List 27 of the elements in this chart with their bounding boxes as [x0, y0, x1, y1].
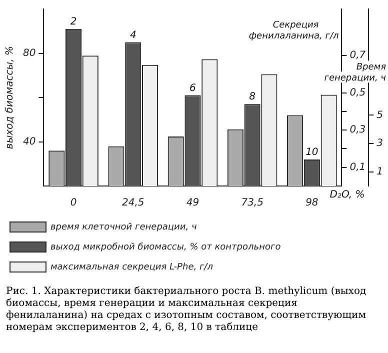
y3-axis-title: Время генерации, ч: [324, 62, 387, 84]
annotation: 2: [70, 16, 77, 28]
y2-tick-label: 0,5: [350, 87, 366, 98]
y-tick-label: 40: [22, 136, 36, 148]
legend-label: максимальная секреция L-Phe, г/л: [50, 262, 214, 272]
x-tick-label: 0: [70, 198, 77, 209]
x-tick-label: 98: [306, 198, 318, 209]
y2-tick-label: 0,3: [350, 124, 366, 136]
y3-tick-label: 3: [376, 138, 384, 150]
y-axis-title: выход биомассы, %: [4, 46, 16, 150]
annotation: 10: [306, 147, 318, 158]
annotation: 8: [249, 92, 256, 103]
y2-tick-label: 0,1: [350, 162, 366, 173]
annotation: 4: [130, 30, 136, 41]
y-tick-label: 80: [22, 48, 36, 59]
x-axis-title: D₂O, %: [330, 190, 365, 201]
y2-tick-label: 0,7: [350, 50, 366, 62]
x-tick-label: 49: [186, 198, 200, 209]
y2-axis-title: Секреция фенилаланина, г/л: [248, 20, 339, 42]
text: Рис. 1. Характеристики бактериального роста B. methylicum (выход биомассы, время генерации и максимальная секреция фенилаланина) на средах с изотопным составом, соответствующим номерам экспериментов 2, 4, 6, 8, 10 в таблице: [5, 285, 368, 334]
annotation: 6: [190, 82, 196, 94]
legend-label: время клеточной генерации, ч: [50, 222, 197, 232]
legend-label: выход микробной биомассы, % от контрольного: [50, 242, 282, 252]
y3-tick-label: 1: [376, 166, 384, 178]
x-tick-label: 24,5: [122, 198, 144, 209]
x-tick-label: 73,5: [241, 198, 264, 209]
y3-tick-label: 5: [376, 110, 384, 121]
